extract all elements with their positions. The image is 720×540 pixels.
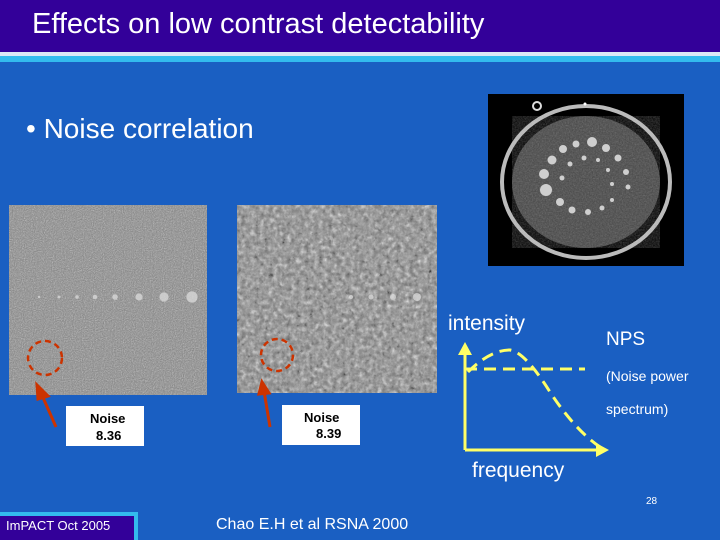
- nps-ylabel: intensity: [448, 312, 526, 335]
- nps-x-axis-arrow: [596, 443, 609, 457]
- title-bar: [0, 0, 720, 52]
- footer-label: ImPACT Oct 2005: [6, 518, 111, 533]
- noise-value: 8.39: [316, 426, 342, 441]
- title-divider: [0, 52, 720, 56]
- citation: Chao E.H et al RSNA 2000: [216, 516, 409, 533]
- noise-value-box-left: Noise 8.36: [66, 406, 144, 446]
- nps-xlabel: frequency: [472, 459, 565, 482]
- bullet-noise-correlation: • Noise correlation: [26, 113, 254, 144]
- nps-y-axis-arrow: [458, 342, 472, 355]
- nps-subtitle-2: spectrum): [606, 401, 669, 417]
- nps-title: NPS: [606, 329, 646, 350]
- uncorrelated-noise-image: [9, 205, 207, 395]
- noise-value-box-right: Noise 8.39: [282, 405, 360, 445]
- page-number: 28: [646, 496, 658, 507]
- accent-stripe: [0, 56, 720, 62]
- noise-label: Noise: [304, 410, 340, 425]
- noise-value: 8.36: [96, 428, 122, 443]
- footer-tab: [0, 512, 138, 540]
- slide-title: Effects on low contrast detectability: [32, 8, 485, 40]
- noise-label: Noise: [90, 411, 126, 426]
- nps-curve: [466, 348, 601, 449]
- ct-phantom-image: [488, 94, 684, 266]
- correlated-noise-image: [237, 205, 437, 393]
- nps-subtitle-1: (Noise power: [606, 368, 689, 384]
